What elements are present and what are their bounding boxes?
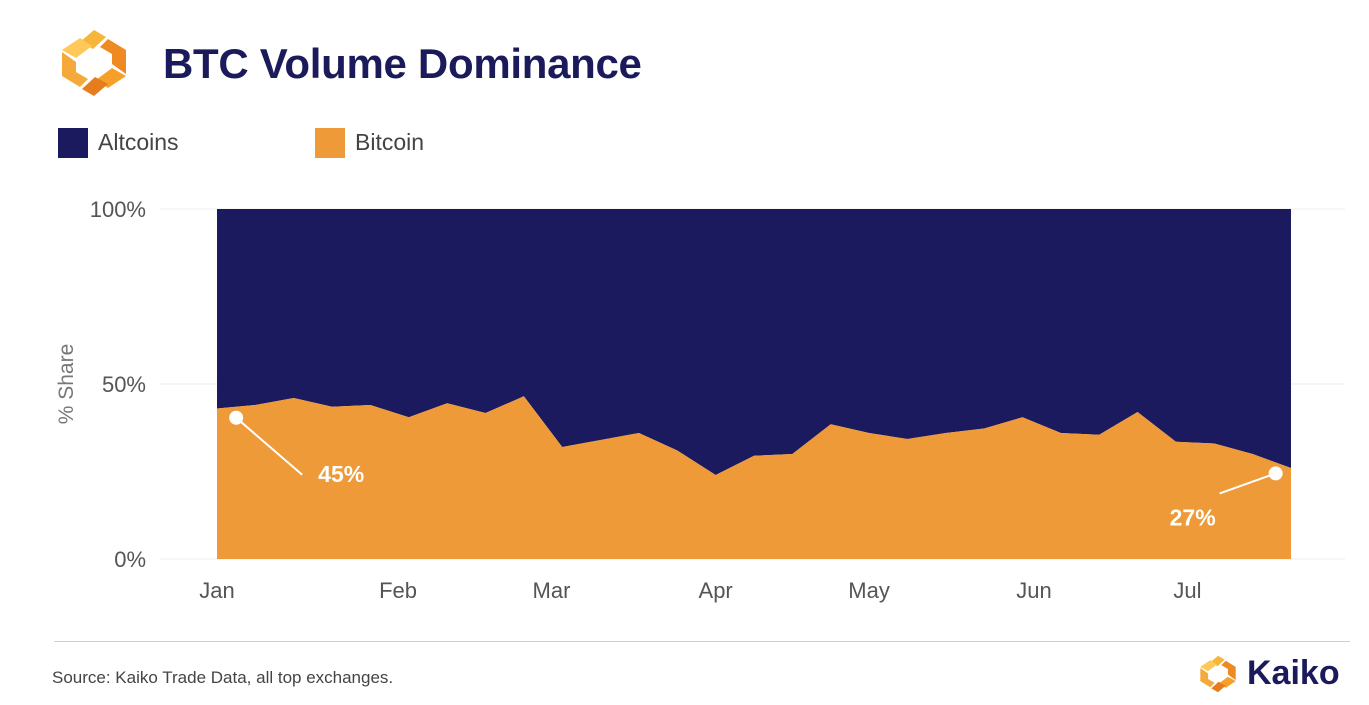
x-tick-label-jun: Jun [1016, 578, 1051, 603]
area-bitcoin [217, 396, 1291, 559]
annotation-marker-1 [1268, 466, 1283, 481]
area-altcoins [217, 209, 1291, 475]
kaiko-brand-icon [1200, 655, 1236, 693]
annotation-marker-0 [229, 410, 244, 425]
kaiko-logo-icon [62, 30, 126, 96]
y-axis-label: % Share [55, 344, 78, 425]
x-tick-label-apr: Apr [699, 578, 733, 603]
legend-swatch-altcoins [58, 128, 88, 158]
chart-area: 0% 50% 100% Jan Feb Mar Apr May Jun Jul % Share 45%… [55, 197, 1345, 603]
annotation-leader-1 [1219, 472, 1276, 495]
legend-label-altcoins: Altcoins [98, 129, 179, 155]
footer-divider [54, 641, 1350, 642]
annotation-leader-0 [235, 416, 303, 476]
y-tick-label-1: 50% [102, 372, 146, 397]
chart-title: BTC Volume Dominance [163, 40, 642, 87]
x-tick-label-jul: Jul [1173, 578, 1201, 603]
x-tick-label-jan: Jan [199, 578, 234, 603]
legend-swatch-bitcoin [315, 128, 345, 158]
brand-name: Kaiko [1247, 654, 1340, 692]
annotation-label-1: 27% [1170, 504, 1216, 530]
y-tick-label-0: 0% [114, 547, 146, 572]
legend-label-bitcoin: Bitcoin [355, 129, 425, 155]
x-tick-label-feb: Feb [379, 578, 417, 603]
y-tick-label-2: 100% [90, 197, 146, 222]
x-tick-label-may: May [848, 578, 890, 603]
annotation-label-0: 45% [318, 461, 364, 487]
source-note: Source: Kaiko Trade Data, all top exchan… [52, 668, 394, 687]
x-tick-label-mar: Mar [533, 578, 571, 603]
